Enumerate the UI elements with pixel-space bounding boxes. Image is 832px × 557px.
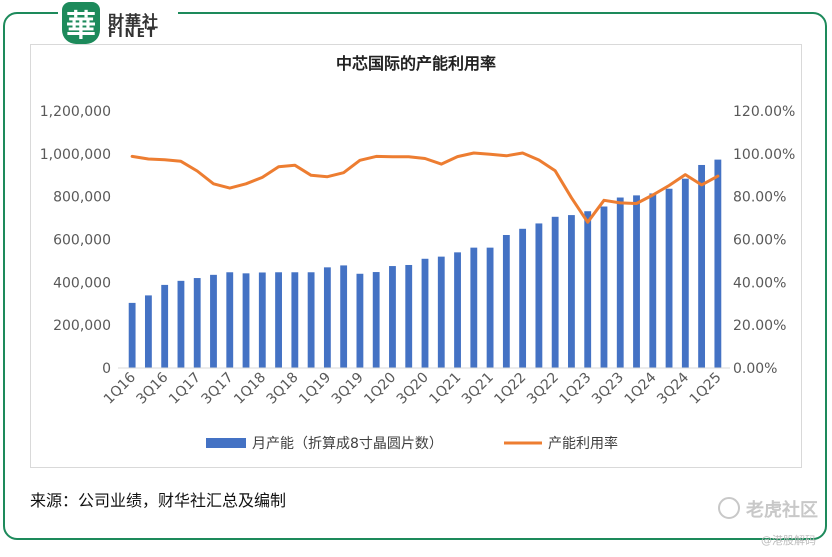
capacity-bar [714,159,722,368]
tiger-icon [718,497,740,519]
capacity-bar [144,295,152,368]
capacity-bar [535,223,543,368]
capacity-bar [519,228,527,368]
capacity-bar [226,272,234,368]
right-tick-label: 60.00% [733,233,786,249]
capacity-bar [340,265,348,368]
right-tick-label: 0.00% [733,361,777,377]
capacity-bar [177,280,185,368]
x-tick-label: 1Q20 [361,370,399,408]
right-tick-label: 80.00% [733,190,786,206]
logo-en-text: FINET [108,26,158,40]
capacity-bar [275,272,282,368]
left-tick-label: 1,200,000 [40,104,111,120]
capacity-bar [405,264,413,368]
x-tick-label: 3Q24 [654,369,692,407]
x-tick-label: 1Q21 [426,370,464,408]
capacity-bar [421,258,429,368]
capacity-bar [437,256,445,368]
capacity-bar [193,278,201,368]
capacity-bar [568,215,575,368]
capacity-bar [323,267,331,368]
right-tick-label: 120.00% [733,104,795,120]
capacity-bar [356,273,364,368]
capacity-bar [502,235,510,368]
capacity-bar [633,195,640,368]
x-tick-label: 1Q25 [687,370,725,408]
left-tick-label: 0 [102,361,111,377]
x-tick-label: 1Q19 [296,370,334,408]
right-tick-label: 20.00% [733,318,786,334]
capacity-bar [616,197,624,368]
x-tick-label: 3Q21 [459,370,497,408]
utilization-line [130,151,720,224]
right-tick-label: 40.00% [733,275,786,291]
x-tick-label: 3Q18 [264,370,302,408]
capacity-bar [486,247,494,368]
capacity-bar [389,266,396,368]
right-tick-label: 100.00% [733,147,795,163]
finet-logo: 華 財華社 FINET [58,0,178,48]
capacity-bar [698,164,706,368]
x-tick-label: 3Q23 [589,370,627,408]
capacity-bar [307,272,315,368]
legend-swatch-capacity [206,438,246,448]
capacity-bar [242,273,250,368]
x-tick-label: 3Q20 [394,370,432,408]
capacity-bar [372,272,380,368]
capacity-bar [210,274,217,368]
capacity-bar [551,216,559,368]
finet-logo-badge: 華 [62,2,100,44]
logo-cn-text: 財華社 [108,12,160,31]
x-tick-label: 1Q23 [557,370,595,408]
x-tick-label: 1Q17 [166,370,204,408]
left-tick-label: 600,000 [53,233,111,249]
x-tick-label: 3Q19 [329,370,367,408]
x-tick-label: 1Q18 [231,370,269,408]
capacity-bar [600,206,608,368]
legend-label-capacity: 月产能（折算成8寸晶圆片数） [252,436,443,452]
capacity-bar [128,302,136,368]
capacity-bar [161,284,169,368]
legend-label-utilization: 产能利用率 [548,435,618,452]
chart-area [30,44,802,468]
x-tick-label: 3Q22 [524,370,562,408]
chart-title: 中芯国际的产能利用率 [335,54,496,73]
left-tick-label: 800,000 [53,190,111,206]
x-tick-label: 3Q16 [133,369,171,407]
capacity-bar [584,211,592,368]
capacity-bar [258,272,266,368]
watermark: 老虎社区 [718,496,818,522]
capacity-bar [291,272,299,368]
watermark-sub: @港股解码 [761,534,816,547]
capacity-bar [470,247,478,368]
left-tick-label: 400,000 [53,275,111,291]
source-note: 来源：公司业绩，财华社汇总及编制 [30,491,287,510]
capacity-bar [454,252,461,368]
x-tick-label: 3Q17 [199,370,237,408]
x-tick-label: 1Q24 [622,369,660,407]
capacity-bar [665,188,673,368]
legend: 月产能（折算成8寸晶圆片数） 产能利用率 [206,435,618,452]
capacity-bar [649,193,657,368]
left-tick-label: 1,000,000 [40,147,111,163]
x-tick-label: 1Q22 [491,370,529,408]
left-tick-label: 200,000 [53,318,111,334]
capacity-bar [681,178,689,368]
